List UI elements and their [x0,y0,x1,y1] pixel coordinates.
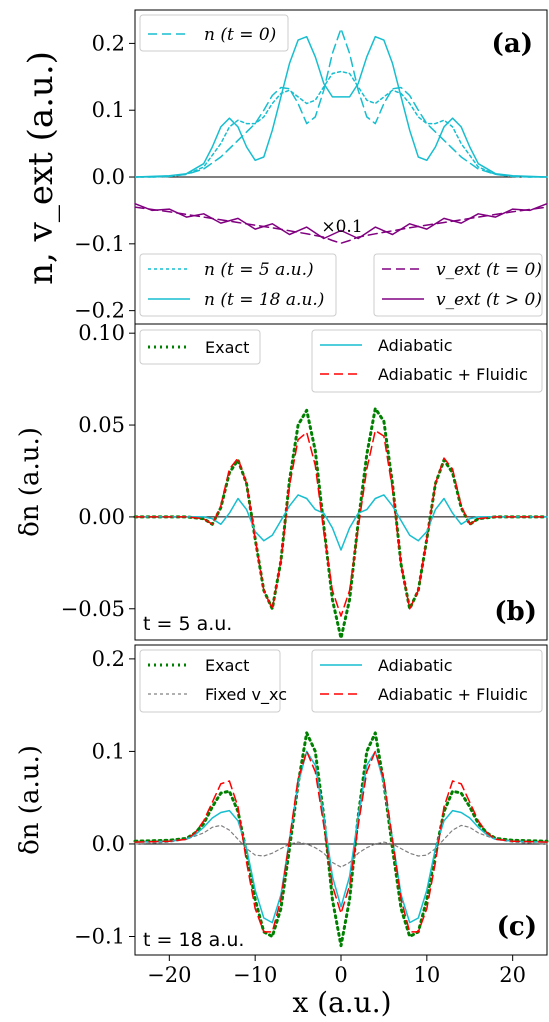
panel-c: 0.2 0.1 0.0 −0.1 −20 −10 0 10 20 (c) t = 18 a.u… [15,644,549,987]
panel-a-label: (a) [492,29,533,59]
x-axis-label: x (a.u.) [292,986,391,1019]
y-tick-label: 0.10 [78,321,125,345]
legend-label-vext0: v_ext (t = 0) [436,260,542,280]
panel-a-series [134,27,548,244]
panel-c-legend-right: Adiabatic Adiabatic + Fluidic [311,649,543,713]
x-tick-label: −20 [147,963,191,987]
series-line [134,202,548,240]
panel-a-yticks: 0.2 0.1 0.0 −0.1 −0.2 [74,31,135,323]
panel-b-series [133,407,549,640]
panel-c-label: (c) [497,912,537,942]
legend-label-fluidic: Adiabatic + Fluidic [378,365,528,384]
series-line [134,70,548,178]
panel-b-legend-left: Exact [139,329,261,365]
legend-label-n5: n (t = 5 a.u.) [204,260,314,280]
panel-b-yticks: 0.10 0.05 0.00 −0.05 [61,321,135,621]
panel-b-label: (b) [494,597,537,627]
panel-a-legend-bottom-right: v_ext (t = 0) v_ext (t > 0) [373,253,543,317]
legend-box [139,649,281,713]
series-line [134,750,548,924]
legend-label-adiabatic: Adiabatic [378,656,453,675]
legend-label-fluidic: Adiabatic + Fluidic [378,685,528,704]
series-line [133,731,549,948]
y-tick-label: 0.1 [92,739,125,763]
y-tick-label: −0.1 [74,232,125,256]
panel-c-time-label: t = 18 a.u. [143,929,244,951]
panel-c-series [133,731,549,948]
series-line [134,429,548,617]
panel-b-legend-right: Adiabatic Adiabatic + Fluidic [311,329,543,393]
legend-box [139,329,261,365]
legend-label-exact: Exact [205,338,249,357]
panel-b: 0.10 0.05 0.00 −0.05 (b) t = 5 a.u. Exact A… [15,321,549,641]
legend-box [311,649,543,713]
y-tick-label: 0.2 [92,647,125,671]
panel-a-legend-top: n (t = 0) [139,14,289,52]
panel-a: 0.2 0.1 0.0 −0.1 −0.2 (a) ×0.1 n (t = 0) n (… [21,9,548,325]
series-line [134,206,548,244]
y-tick-label: 0.05 [78,413,125,437]
series-line [134,27,548,178]
series-line [133,407,549,640]
legend-box [311,329,543,393]
legend-label-fixed-vxc: Fixed v_xc [205,685,287,705]
y-tick-label: −0.05 [61,597,125,621]
series-line [134,824,548,868]
panel-b-ylabel: δn (a.u.) [15,427,45,537]
y-tick-label: 0.0 [92,165,125,189]
x-tick-label: 0 [334,963,347,987]
x-tick-label: 20 [499,963,526,987]
y-tick-label: −0.1 [74,924,125,948]
x-axis-ticks: −20 −10 0 10 20 [147,955,526,987]
panel-a-legend-bottom-left: n (t = 5 a.u.) n (t = 18 a.u.) [139,253,337,317]
panel-c-yticks: 0.2 0.1 0.0 −0.1 [74,647,135,948]
panel-c-ylabel: δn (a.u.) [15,745,45,855]
series-line [134,494,548,551]
legend-box [139,14,289,52]
legend-label-adiabatic: Adiabatic [378,336,453,355]
panel-b-time-label: t = 5 a.u. [143,613,232,635]
y-tick-label: 0.00 [78,505,125,529]
y-tick-label: −0.2 [74,299,125,323]
panel-c-legend-left: Exact Fixed v_xc [139,649,287,713]
x-tick-label: −10 [233,963,277,987]
legend-label-n0: n (t = 0) [204,25,276,45]
panel-b-frame [134,323,548,641]
series-line [134,35,548,178]
scale-annotation: ×0.1 [321,217,362,237]
legend-box [139,253,337,317]
panel-a-ylabel: n, v_ext (a.u.) [21,51,61,285]
legend-label-exact: Exact [205,656,249,675]
y-tick-label: 0.2 [92,31,125,55]
y-tick-label: 0.0 [92,832,125,856]
legend-label-vext1: v_ext (t > 0) [436,290,542,310]
legend-label-n18: n (t = 18 a.u.) [204,290,324,310]
x-tick-label: 10 [413,963,440,987]
y-tick-label: 0.1 [92,98,125,122]
